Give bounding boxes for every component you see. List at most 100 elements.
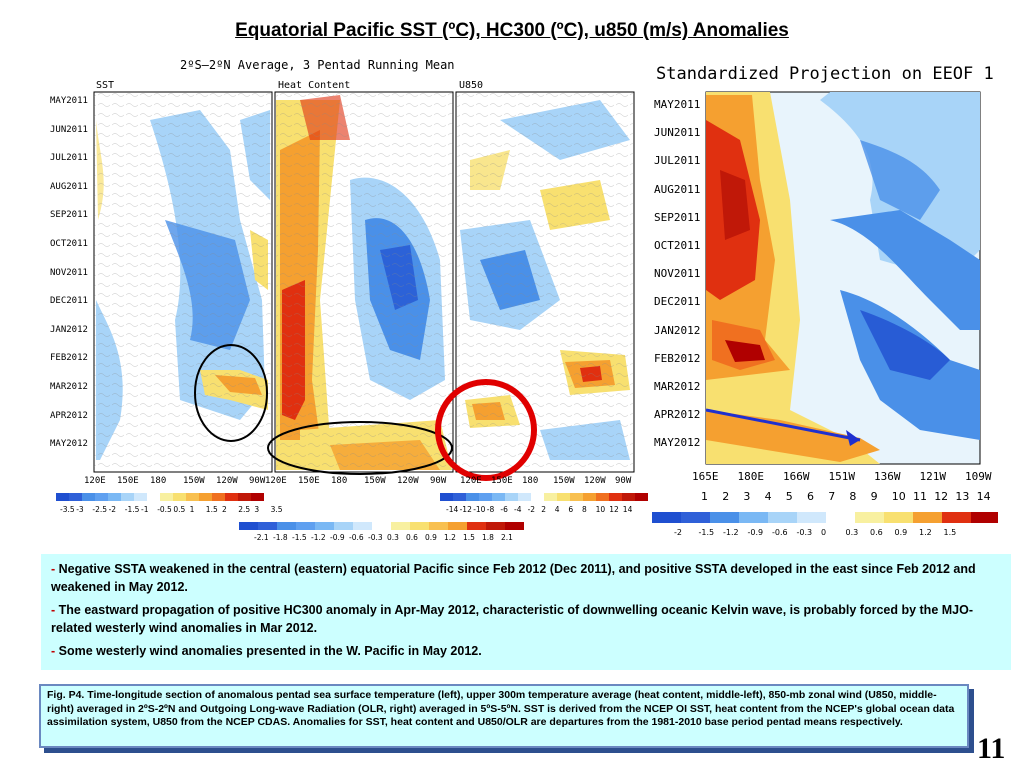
note-3-text: Some westerly wind anomalies presented i… [58, 644, 482, 658]
u850-x-tick-label: 120W [584, 476, 606, 486]
u850-colorbar-label: -2 [527, 505, 536, 514]
right-y-tick-label: AUG2011 [654, 182, 701, 196]
right-colorbar-label: -0.3 [796, 528, 813, 537]
hc-colorbar-label: 1.5 [463, 533, 475, 542]
right-y-tick-label: JAN2012 [654, 323, 701, 337]
right-x-number-label: 13 [955, 490, 970, 503]
right-x-tick-label: 109W [965, 470, 992, 483]
sst-colorbar-label: 3.5 [270, 505, 283, 514]
hc-colorbar-label: -0.9 [330, 533, 345, 542]
u850-colorbar-label: -4 [514, 505, 522, 514]
hc-x-tick-label: 150E [298, 476, 320, 486]
figure-caption: Fig. P4. Time-longitude section of anoma… [39, 684, 969, 748]
right-colorbar-label: -1.5 [698, 528, 715, 537]
figure-svg [56, 91, 998, 530]
right-x-number-label: 5 [785, 490, 793, 503]
note-2: - The eastward propagation of positive H… [51, 603, 973, 635]
hc-colorbar-label: -2.1 [254, 533, 269, 542]
u850-colorbar-label: 8 [582, 505, 587, 514]
right-x-tick-label: 165E [692, 470, 719, 483]
right-colorbar-label: 0.6 [870, 528, 883, 537]
hc-colorbar-label: -0.3 [368, 533, 383, 542]
right-y-tick-label: DEC2011 [654, 295, 701, 309]
left-y-tick-label: OCT2011 [50, 239, 88, 249]
right-x-number-label: 12 [934, 490, 949, 503]
sst-colorbar-label: 3 [254, 505, 260, 514]
right-x-number-label: 6 [807, 490, 814, 503]
hc-x-tick-label: 90W [430, 476, 447, 486]
heat-content-panel [274, 91, 454, 473]
sst-colorbar-label: -1.5 [124, 505, 140, 514]
u850-colorbar-label: 4 [554, 505, 560, 514]
left-y-tick-label: DEC2011 [50, 296, 88, 307]
hc-x-tick-label: 150W [364, 476, 386, 486]
right-colorbar-label: 0.9 [894, 528, 908, 537]
right-x-number-label: 11 [913, 490, 927, 503]
right-y-tick-label: MAY2011 [654, 98, 701, 111]
annotation-circle-u850 [435, 379, 537, 481]
right-colorbar-label: -0.6 [772, 528, 788, 537]
right-colorbar-label: 1.2 [919, 528, 932, 537]
right-y-tick-label: SEP2011 [654, 210, 701, 224]
u850-colorbar-label: 12 [609, 505, 619, 514]
hc-colorbar-label: 0.3 [387, 533, 399, 542]
u850-colorbar-label: -8 [486, 505, 495, 514]
hc-colorbar-label: 0.6 [406, 533, 418, 542]
left-y-tick-label: AUG2011 [50, 181, 88, 192]
sst-colorbar [56, 493, 264, 501]
hc-colorbar-label: -1.5 [292, 533, 307, 542]
page-title: Equatorial Pacific SST (ºC), HC300 (ºC),… [235, 20, 789, 41]
hc-x-tick-label: 180 [331, 476, 348, 486]
right-x-tick-label: 151W [828, 470, 856, 483]
right-x-tick-label: 136W [874, 470, 901, 483]
u850-x-tick-label: 150W [553, 476, 575, 486]
sst-colorbar-label: 1 [189, 505, 195, 514]
left-y-tick-label: NOV2011 [50, 267, 88, 278]
right-colorbar-label: 0.3 [845, 528, 859, 537]
right-x-tick-label: 180E [737, 470, 765, 483]
u850-colorbar-label: 10 [595, 505, 606, 514]
eeof-panel [705, 91, 981, 465]
right-colorbar-label: 1.5 [943, 528, 957, 537]
page-number: 11 [977, 732, 1006, 765]
hc-colorbar-label: 0.9 [425, 533, 437, 542]
right-y-tick-label: JUN2011 [654, 126, 701, 140]
hc-colorbar-label: 1.2 [444, 533, 456, 542]
right-colorbar-label: -2 [674, 528, 682, 537]
u850-colorbar-label: 6 [568, 505, 574, 514]
u850-colorbar [440, 493, 648, 501]
sst-x-tick-label: 180 [150, 476, 167, 486]
panel-label-heat-content: Heat Content [278, 80, 351, 91]
right-y-tick-label: MAR2012 [654, 380, 701, 393]
right-colorbar-label: -1.2 [723, 528, 739, 537]
note-2-text: The eastward propagation of positive HC3… [51, 603, 973, 635]
left-y-tick-label: SEP2011 [50, 210, 88, 221]
u850-colorbar-label: -10 [473, 505, 486, 514]
u850-colorbar-label: 14 [622, 505, 633, 514]
u850-colorbar-label: -6 [500, 505, 508, 514]
hc-colorbar-label: -1.2 [311, 533, 326, 542]
right-figure-title: Standardized Projection on EEOF 1 [656, 64, 994, 84]
right-x-tick-label: 166W [783, 470, 810, 483]
hc-colorbar-label: 2.1 [501, 533, 513, 542]
sst-colorbar-label: 1.5 [205, 505, 218, 514]
hc-colorbar [239, 522, 524, 530]
right-y-tick-label: APR2012 [654, 408, 701, 422]
note-1: - Negative SSTA weakened in the central … [51, 562, 976, 594]
sst-colorbar-label: -1 [141, 505, 149, 514]
note-1-text: Negative SSTA weakened in the central (e… [51, 562, 976, 594]
left-y-tick-label: JAN2012 [50, 324, 88, 335]
annotation-ellipse-sst [194, 344, 268, 442]
u850-panel [455, 91, 635, 473]
u850-colorbar-label: -14 [446, 505, 459, 514]
right-x-number-label: 8 [849, 490, 857, 503]
left-figure-subtitle: 2ºS–2ºN Average, 3 Pentad Running Mean [180, 58, 455, 72]
left-y-tick-label: MAR2012 [50, 382, 88, 392]
panel-label-u850: U850 [459, 80, 484, 91]
left-y-tick-label: FEB2012 [50, 353, 88, 364]
sst-colorbar-label: -0.5 [157, 505, 172, 514]
sst-x-tick-label: 150W [183, 476, 205, 486]
right-colorbar-label: 0 [821, 528, 827, 537]
hc-colorbar-label: 1.8 [482, 533, 494, 542]
u850-colorbar-label: 2 [541, 505, 546, 514]
